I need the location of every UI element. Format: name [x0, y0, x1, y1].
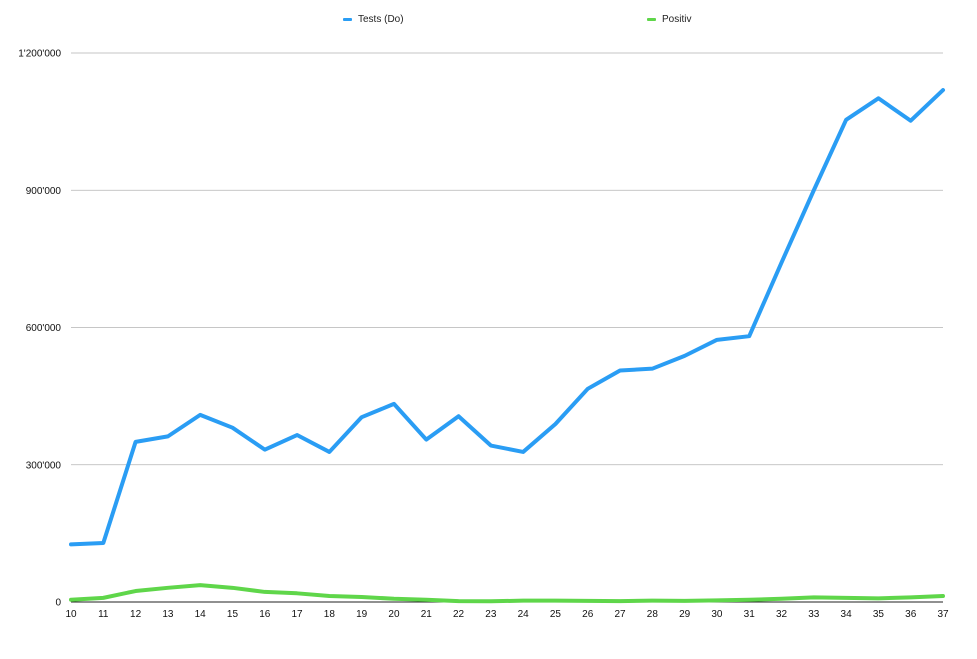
legend-swatch-tests: [343, 18, 352, 21]
series-line-positiv: [69, 583, 945, 604]
x-tick-label: 26: [582, 609, 594, 620]
x-tick-label: 18: [324, 609, 336, 620]
x-tick-label: 16: [259, 609, 271, 620]
legend-item-positiv: Positiv: [647, 14, 691, 25]
x-tick-label: 22: [453, 609, 465, 620]
y-tick-label: 0: [55, 598, 61, 609]
x-tick-label: 14: [195, 609, 207, 620]
x-tick-label: 34: [841, 609, 853, 620]
x-tick-label: 30: [711, 609, 723, 620]
x-tick-label: 37: [937, 609, 949, 620]
legend-label-positiv: Positiv: [662, 14, 692, 25]
legend-item-tests: Tests (Do): [343, 14, 404, 25]
x-tick-label: 11: [98, 609, 109, 620]
x-tick-label: 27: [614, 609, 626, 620]
x-tick-label: 33: [808, 609, 820, 620]
x-tick-label: 12: [130, 609, 142, 620]
y-tick-label: 300'000: [26, 460, 62, 471]
x-tick-label: 35: [873, 609, 885, 620]
x-tick-label: 31: [744, 609, 756, 620]
x-tick-label: 24: [518, 609, 530, 620]
x-tick-label: 13: [162, 609, 174, 620]
x-tick-label: 15: [227, 609, 239, 620]
x-tick-label: 21: [421, 609, 433, 620]
series-line-tests: [69, 88, 945, 547]
x-tick-label: 17: [292, 609, 304, 620]
x-tick-label: 29: [679, 609, 691, 620]
x-tick-label: 28: [647, 609, 659, 620]
y-tick-label: 1'200'000: [18, 49, 61, 60]
x-tick-label: 20: [388, 609, 400, 620]
legend-label-tests: Tests (Do): [358, 14, 404, 25]
legend-swatch-positiv: [647, 18, 656, 21]
x-tick-label: 19: [356, 609, 368, 620]
x-tick-label: 23: [485, 609, 497, 620]
x-tick-label: 25: [550, 609, 562, 620]
y-tick-label: 600'000: [26, 323, 62, 334]
y-tick-label: 900'000: [26, 186, 62, 197]
x-tick-label: 10: [65, 609, 77, 620]
legend: Tests (Do) Positiv: [0, 14, 977, 32]
x-tick-label: 32: [776, 609, 788, 620]
x-tick-label: 36: [905, 609, 917, 620]
